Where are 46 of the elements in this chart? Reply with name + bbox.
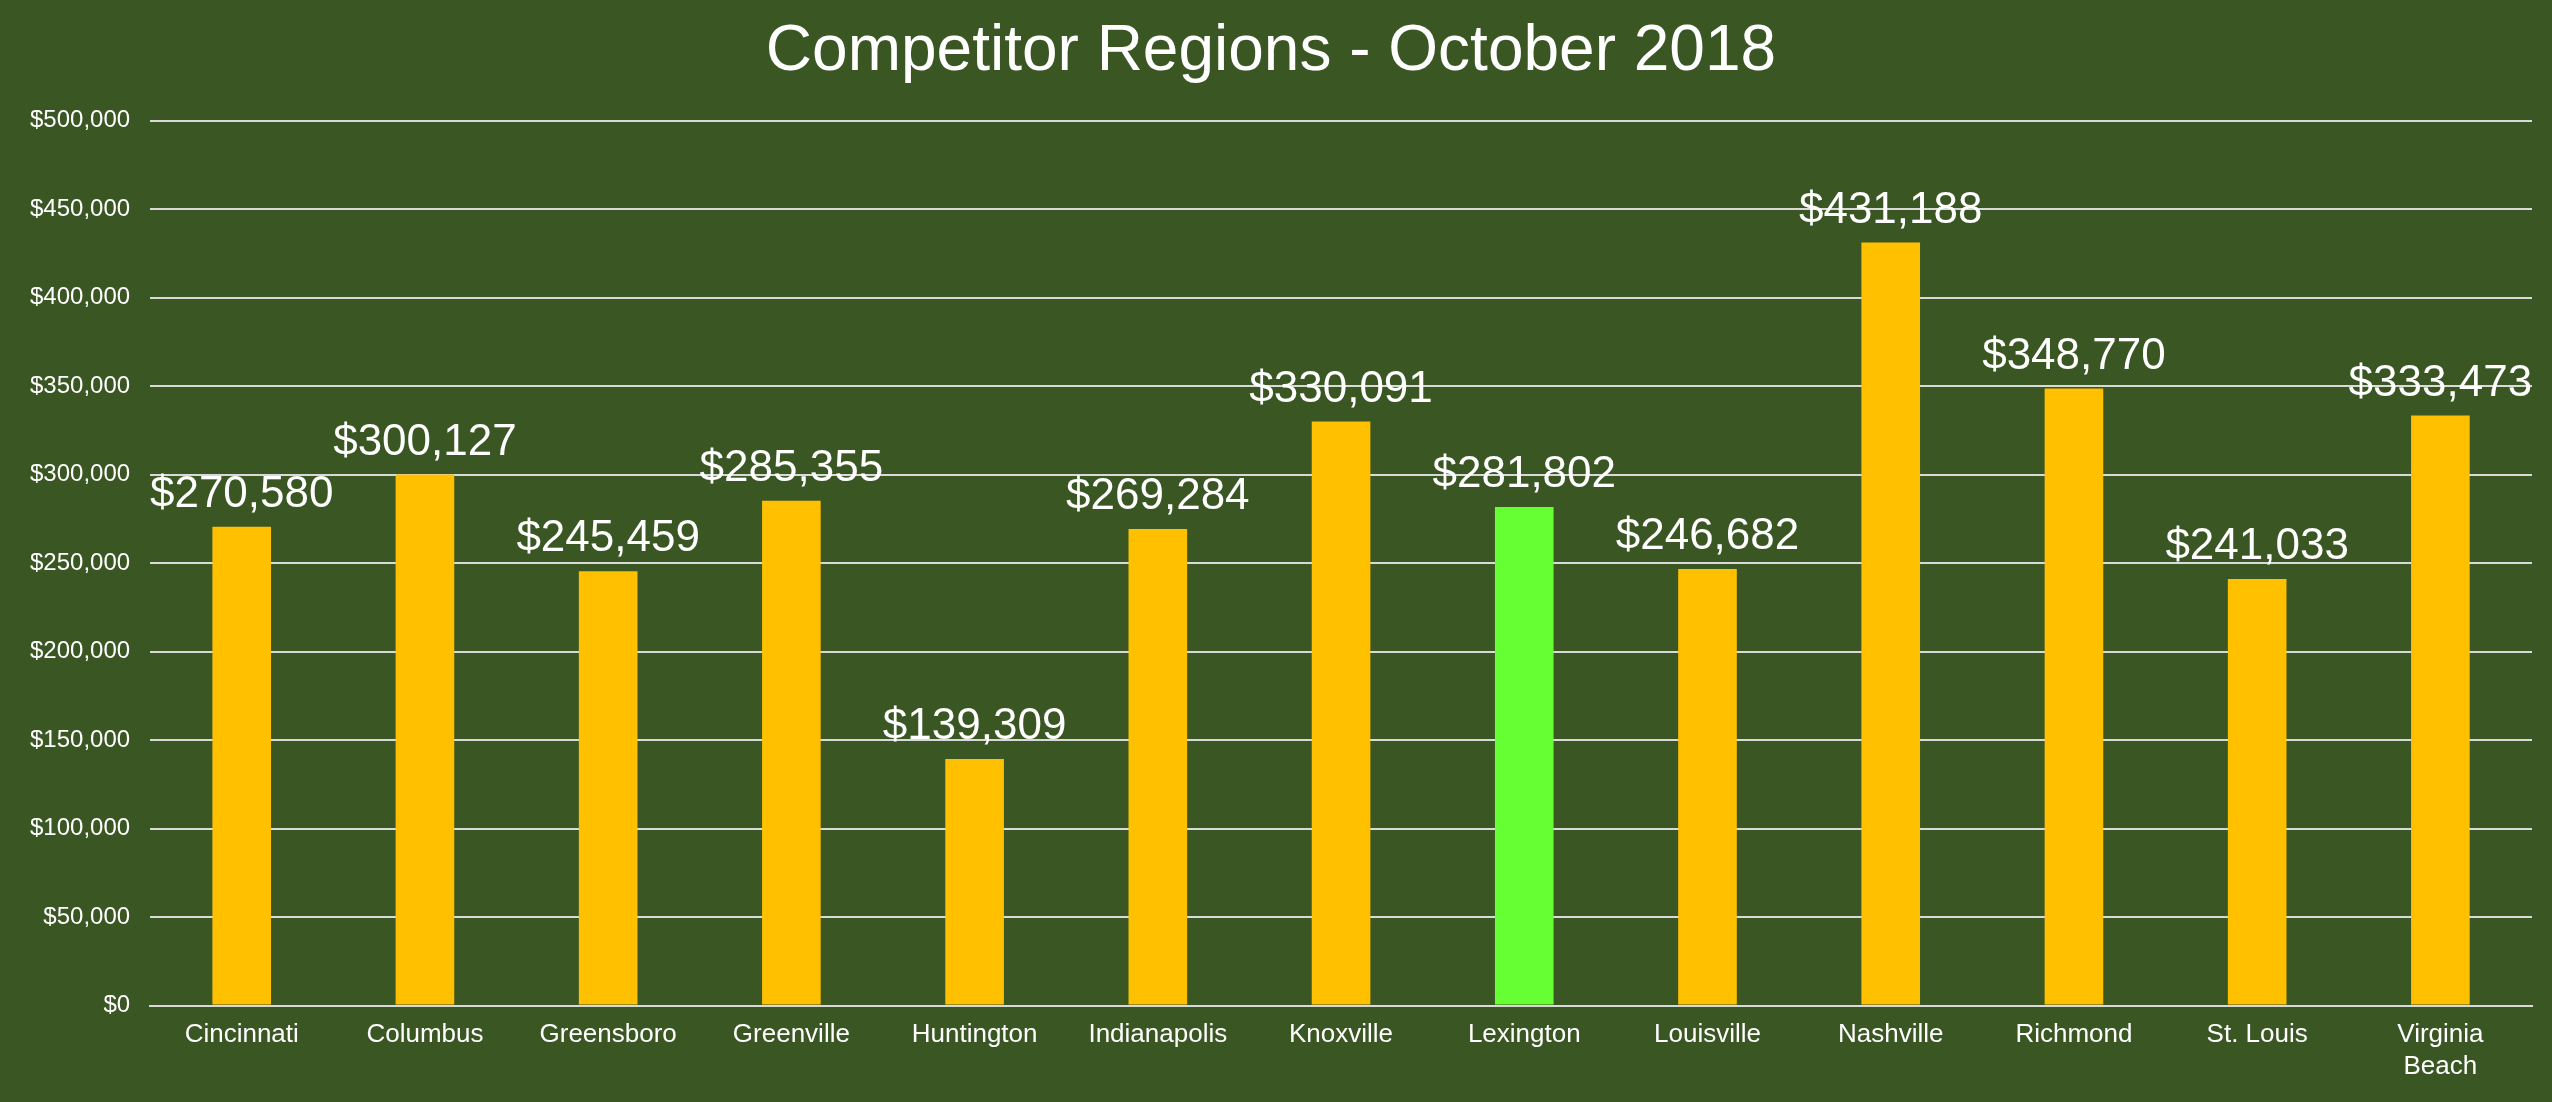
y-tick-label: $400,000	[29, 282, 131, 310]
bar	[945, 759, 1004, 1005]
x-tick-label: Columbus	[366, 1018, 484, 1049]
bar	[2044, 388, 2104, 1005]
bar	[2227, 579, 2287, 1005]
data-label: $246,682	[1615, 509, 1800, 559]
x-tick-label: Huntington	[911, 1018, 1038, 1049]
data-label: $241,033	[2165, 519, 2349, 569]
x-tick-label: Knoxville	[1289, 1018, 1394, 1049]
y-tick-label: $200,000	[29, 636, 131, 664]
bar	[1128, 529, 1188, 1005]
y-tick-label: $0	[103, 990, 131, 1018]
x-tick-label: Cincinnati	[184, 1018, 299, 1049]
y-tick-label: $500,000	[29, 105, 131, 133]
x-tick-label: St. Louis	[2206, 1018, 2308, 1049]
chart-title: Competitor Regions - October 2018	[765, 12, 1777, 85]
x-tick-label: Indianapolis	[1088, 1018, 1228, 1049]
y-tick-label: $150,000	[29, 724, 131, 752]
bar	[1861, 242, 1921, 1005]
bar	[212, 526, 272, 1005]
x-tick-label: Richmond	[2015, 1018, 2133, 1049]
y-tick-label: $300,000	[29, 459, 131, 487]
x-tick-label: Nashville	[1837, 1018, 1944, 1049]
data-label: $300,127	[333, 414, 517, 464]
bar	[1678, 569, 1737, 1005]
x-tick-label: Greenville	[732, 1018, 850, 1049]
data-label: $245,459	[516, 511, 700, 561]
data-label: $139,309	[882, 699, 1067, 749]
y-tick-label: $50,000	[43, 901, 131, 929]
x-tick-label: Virginia Beach	[2397, 1018, 2485, 1080]
data-label: $270,580	[149, 466, 334, 516]
x-tick-label: Greensboro	[539, 1018, 677, 1049]
x-tick-label: Lexington	[1467, 1018, 1581, 1049]
bar	[1311, 421, 1371, 1005]
data-label: $269,284	[1066, 469, 1250, 519]
y-tick-label: $100,000	[29, 813, 131, 841]
y-tick-label: $250,000	[29, 547, 131, 575]
bar	[762, 500, 821, 1005]
data-label: $348,770	[1982, 328, 2166, 378]
bar	[1494, 506, 1554, 1005]
x-tick-label: Louisville	[1654, 1018, 1761, 1049]
bar	[395, 474, 455, 1005]
y-tick-label: $450,000	[29, 193, 131, 221]
bar	[578, 571, 638, 1005]
y-tick-label: $350,000	[29, 370, 131, 398]
bar	[2411, 415, 2470, 1005]
